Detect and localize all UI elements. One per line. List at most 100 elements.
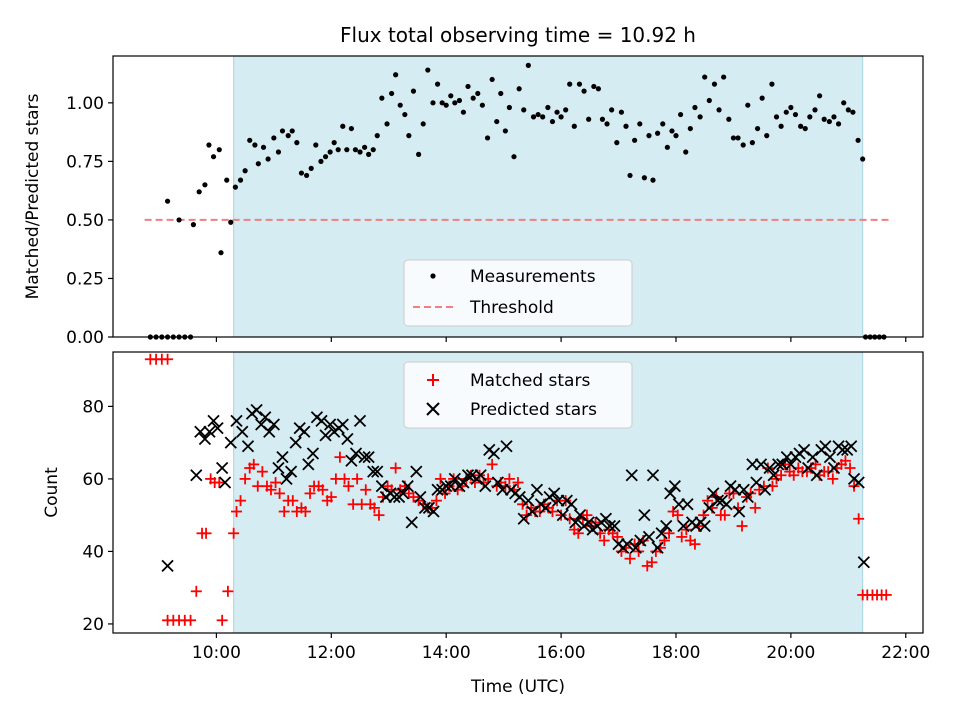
measurement-point: [586, 116, 592, 122]
matched-star-point: [373, 509, 385, 521]
predicted-star-point: [263, 425, 276, 438]
predicted-star-point: [230, 414, 243, 428]
predicted-star-point: [672, 498, 685, 511]
measurement-point: [242, 168, 248, 174]
measurement-point: [420, 121, 426, 127]
matched-star-point: [719, 509, 731, 521]
measurement-point: [232, 184, 238, 190]
predicted-star-point: [758, 483, 772, 496]
measurement-point: [465, 83, 471, 90]
predicted-star-point: [603, 519, 617, 533]
matched-star-point: [736, 520, 748, 532]
measurement-point: [252, 142, 258, 148]
predicted-star-point: [487, 447, 501, 460]
predicted-star-point: [272, 461, 285, 475]
predicted-star-point: [289, 436, 302, 449]
matched-legend-label: Matched stars: [470, 371, 590, 391]
matched-star-point: [390, 462, 402, 474]
predicted-star-point: [703, 501, 716, 515]
matched-star-point: [265, 484, 277, 496]
measurement-point: [821, 116, 827, 122]
predicted-star-point: [621, 538, 634, 551]
predicted-star-point: [642, 530, 656, 544]
measurement-point: [540, 114, 546, 120]
predicted-star-point: [780, 451, 793, 464]
x-tick-label: 10:00: [192, 643, 241, 663]
predicted-star-point: [410, 465, 423, 478]
matched-star-point: [339, 473, 351, 485]
measurement-point: [716, 107, 722, 113]
measurement-point: [778, 123, 784, 129]
measurement-point: [711, 81, 718, 87]
bottom-legend: Matched stars Predicted stars: [403, 361, 633, 429]
measurement-point: [807, 114, 813, 120]
top-legend: Measurements Threshold: [403, 259, 633, 327]
measurement-point: [224, 177, 230, 183]
measurement-point: [475, 90, 481, 97]
measurement-point: [773, 114, 780, 120]
measurement-point: [754, 125, 761, 132]
measurement-point: [816, 93, 823, 99]
predicted-star-point: [224, 436, 237, 449]
predicted-star-point: [298, 425, 311, 438]
bottom-y-ticks: 20 40 60 80: [82, 397, 113, 635]
predicted-star-point: [845, 440, 858, 453]
measurement-point: [370, 147, 376, 153]
predicted-legend-marker: [426, 402, 440, 416]
matched-star-point: [512, 477, 524, 489]
predicted-star-point: [306, 447, 320, 460]
x-tick-label: 14:00: [422, 643, 471, 663]
matched-star-point: [231, 506, 243, 518]
matched-star-point: [503, 473, 515, 485]
measurement-point: [279, 128, 286, 134]
predicted-star-point: [711, 494, 725, 507]
matched-star-point: [351, 473, 363, 485]
predicted-star-point: [284, 465, 298, 478]
predicted-star-point: [772, 458, 785, 471]
matched-star-point: [749, 502, 761, 514]
measurement-point: [721, 74, 727, 80]
predicted-star-point: [362, 451, 375, 464]
matched-legend-marker: [427, 374, 439, 386]
measurement-point: [571, 123, 577, 129]
predicted-star-point: [375, 480, 388, 493]
predicted-star-point: [190, 469, 203, 482]
matched-star-point: [676, 531, 688, 543]
measurement-point: [764, 133, 770, 139]
measurement-point: [687, 125, 693, 132]
matched-star-point: [222, 585, 234, 597]
predicted-star-point: [737, 483, 750, 496]
measurement-point: [749, 140, 755, 146]
predicted-star-point: [625, 469, 638, 482]
measurement-point: [831, 114, 837, 120]
predicted-star-point: [823, 451, 837, 464]
x-tick-label: 12:00: [307, 643, 356, 663]
measurement-point: [826, 118, 832, 125]
measurement-point: [271, 135, 277, 141]
predicted-star-point: [319, 429, 332, 442]
measurement-point: [664, 144, 670, 150]
measurement-point: [609, 107, 615, 113]
measurement-point: [730, 135, 737, 141]
matched-star-point: [822, 466, 834, 478]
predicted-star-point: [608, 519, 621, 533]
predicted-star-point: [681, 498, 694, 511]
predicted-star-point: [629, 541, 642, 554]
measurement-point: [416, 151, 422, 157]
measurement-point: [788, 104, 794, 111]
predicted-star-point: [776, 458, 789, 471]
predicted-star-point: [556, 509, 569, 522]
predicted-star-point: [810, 469, 823, 482]
predicted-star-point: [763, 461, 776, 475]
measurement-point: [460, 109, 467, 115]
measurement-point: [516, 86, 522, 92]
predicted-star-point: [784, 458, 798, 471]
predicted-star-point: [250, 403, 263, 417]
predicted-star-point: [599, 512, 613, 525]
matched-star-point: [325, 491, 337, 503]
predicted-star-point: [280, 472, 293, 486]
predicted-star-point: [324, 418, 337, 431]
measurement-point: [484, 135, 491, 141]
measurement-point: [641, 175, 647, 181]
matched-star-point: [702, 495, 714, 507]
